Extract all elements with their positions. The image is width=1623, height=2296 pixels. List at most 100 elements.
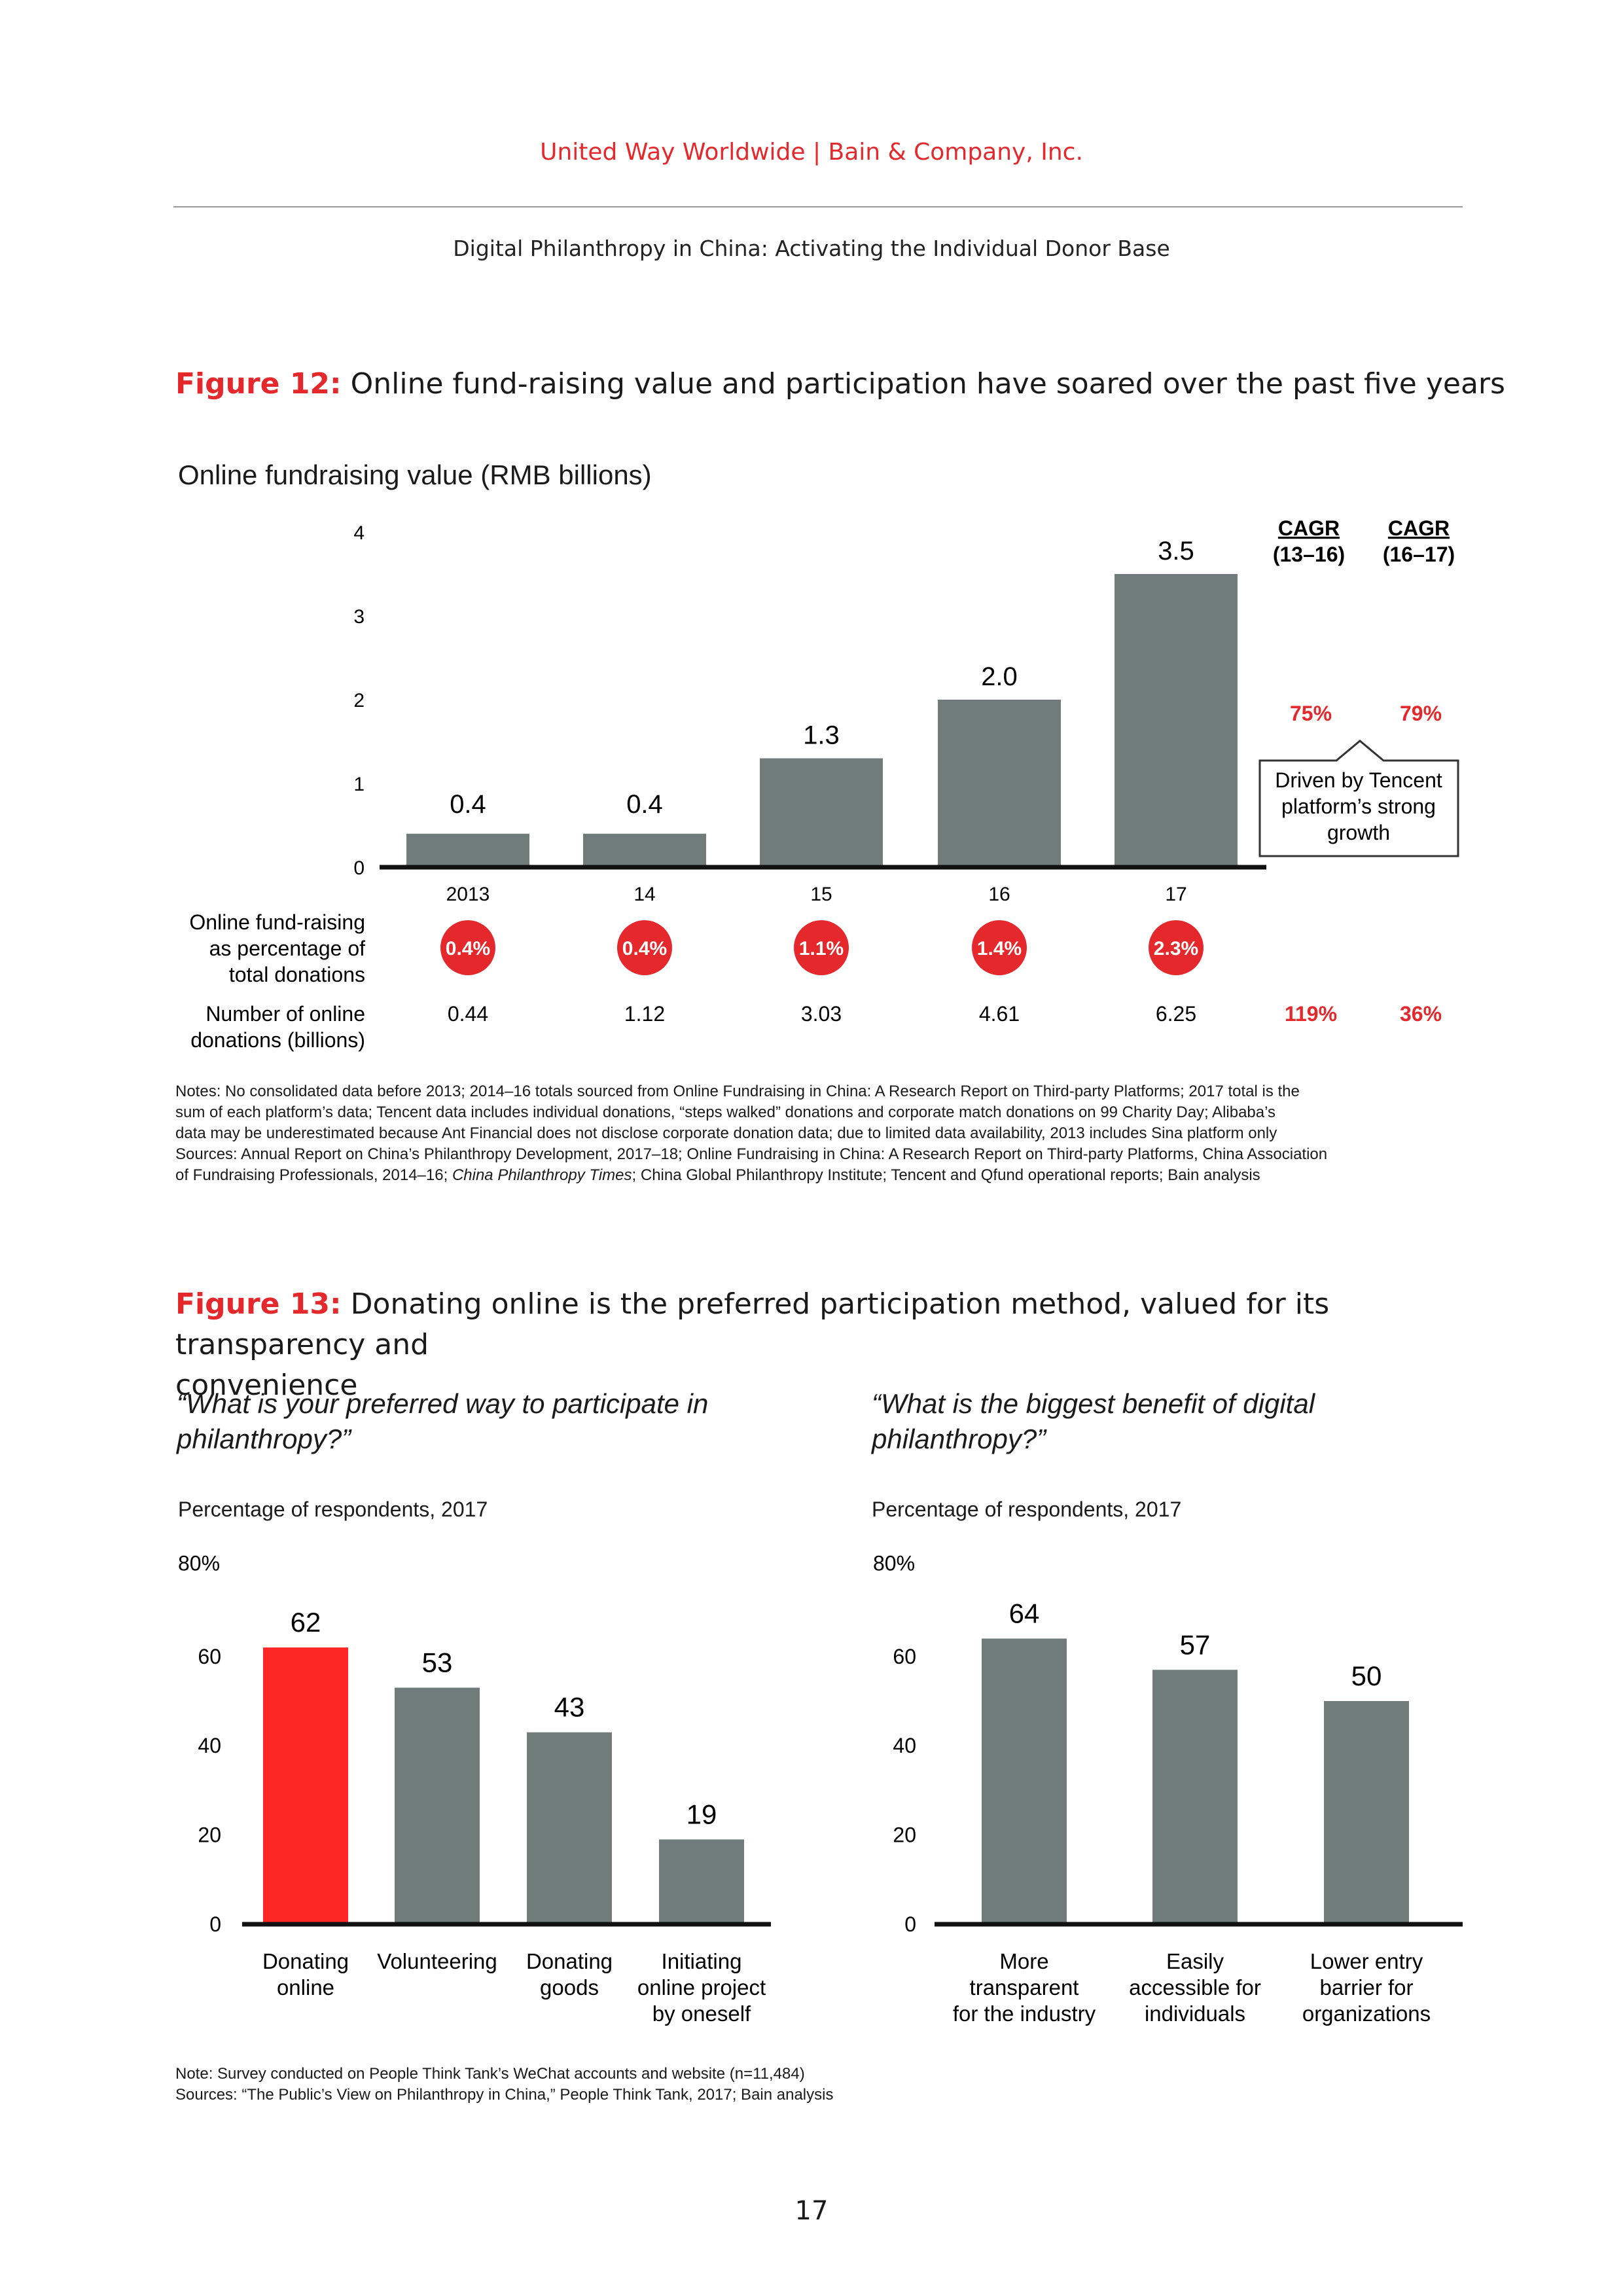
percent-badge	[794, 920, 849, 975]
category-label: accessible for	[1129, 1975, 1261, 2000]
category-label: organizations	[1302, 2001, 1431, 2026]
sources-line: Sources: “The Public’s View on Philanthr…	[175, 2086, 834, 2104]
right-subtitle: Percentage of respondents, 2017	[872, 1498, 1182, 1521]
bar-16	[938, 700, 1061, 867]
percent-badge	[972, 920, 1027, 975]
figure-13-charts: 020406080%62Donatingonline53Volunteering…	[178, 1551, 1463, 2026]
x-tick-label: 16	[988, 884, 1010, 905]
donation-count: 6.25	[1156, 1002, 1196, 1026]
figure-12-label: Figure 12:	[175, 367, 342, 401]
category-label: goods	[540, 1975, 599, 2000]
percent-of-total-row: 0.4% 0.4% 1.1% 1.4% 2.3%	[440, 920, 1204, 975]
bar	[527, 1732, 612, 1924]
y-tick-label: 80%	[178, 1551, 220, 1575]
y-tick-label: 60	[893, 1645, 916, 1668]
cagr-header-1-line1: CAGR	[1278, 516, 1340, 540]
preferred-participation-chart: 020406080%62Donatingonline53Volunteering…	[178, 1551, 771, 2026]
x-tick-label: 15	[810, 884, 832, 905]
figure-13-title-line2: convenience	[175, 1369, 358, 1402]
category-label: transparent	[970, 1975, 1079, 2000]
category-label: by oneself	[652, 2001, 751, 2026]
bar-value-label: 43	[554, 1692, 585, 1723]
percent-badge-label: 1.1%	[799, 938, 844, 960]
x-axis-ticks: 2013 14 15 16 17	[446, 884, 1187, 905]
percent-badge-label: 2.3%	[1154, 938, 1198, 960]
bar-value-label: 1.3	[803, 721, 840, 750]
row2-label-line2: donations (billions)	[190, 1028, 365, 1052]
category-label: online	[277, 1975, 334, 2000]
bar-value-label: 2.0	[981, 662, 1018, 691]
bar-value-label: 3.5	[1158, 537, 1194, 565]
bar-value-label: 50	[1351, 1660, 1382, 1691]
bar	[659, 1839, 744, 1924]
figure-12-title: Figure 12: Online fund-raising value and…	[175, 364, 1505, 404]
y-tick-label: 3	[353, 606, 365, 628]
category-label: individuals	[1145, 2001, 1245, 2026]
value-cagr-13-16: 75%	[1290, 702, 1332, 725]
figure-12-chart: Online fundraising value (RMB billions) …	[178, 459, 1459, 1052]
bar-value-label: 0.4	[626, 790, 663, 819]
bar	[1152, 1670, 1238, 1924]
cagr-header-1-line2: (13–16)	[1273, 543, 1345, 566]
bar	[395, 1687, 480, 1924]
donation-count: 4.61	[979, 1002, 1020, 1026]
percent-badge-label: 1.4%	[977, 938, 1022, 960]
figure-13-notes: Note: Survey conducted on People Think T…	[175, 2064, 833, 2106]
row1-label-line1: Online fund-raising	[189, 910, 365, 934]
bar	[263, 1647, 348, 1924]
bar-value-label: 62	[291, 1607, 321, 1638]
x-tick-label: 14	[633, 884, 655, 905]
donations-cagr-13-16: 119%	[1285, 1002, 1337, 1026]
bar-value-label: 53	[422, 1647, 453, 1678]
figure-12-notes: Notes: No consolidated data before 2013;…	[175, 1081, 1478, 1186]
row2-label-line1: Number of online	[205, 1002, 365, 1026]
y-tick-label: 2	[353, 690, 365, 711]
bar-value-label: 0.4	[450, 790, 486, 819]
note-line: Note: Survey conducted on People Think T…	[175, 2065, 805, 2083]
y-tick-label: 20	[198, 1823, 221, 1847]
figure-13-label: Figure 13:	[175, 1287, 342, 1321]
notes-line: of Fundraising Professionals, 2014–16; C…	[175, 1166, 1260, 1184]
category-label: Lower entry	[1310, 1949, 1423, 1973]
x-tick-label: 2013	[446, 884, 490, 905]
figure-12-title-text: Online fund-raising value and participat…	[341, 367, 1505, 401]
percent-badge-label: 0.4%	[622, 938, 667, 960]
notes-italic-title: China Philanthropy Times	[452, 1166, 632, 1184]
notes-line: Sources: Annual Report on China’s Philan…	[175, 1145, 1328, 1163]
notes-line: Notes: No consolidated data before 2013;…	[175, 1083, 1300, 1100]
cagr-header-2-line2: (16–17)	[1383, 543, 1455, 566]
donation-count: 1.12	[624, 1002, 665, 1026]
category-label: Donating	[526, 1949, 613, 1973]
donation-count: 0.44	[448, 1002, 488, 1026]
bar-value-label: 57	[1180, 1629, 1211, 1660]
y-tick-label: 20	[893, 1823, 916, 1847]
y-tick-label: 4	[353, 522, 365, 544]
y-tick-label: 0	[904, 1912, 916, 1936]
bar-2013	[406, 833, 529, 867]
online-donations-row: 0.44 1.12 3.03 4.61 6.25	[448, 1002, 1196, 1026]
percent-badge	[617, 920, 672, 975]
value-labels: 0.4 0.4 1.3 2.0 3.5	[450, 537, 1194, 819]
chart-title: Online fundraising value (RMB billions)	[178, 459, 652, 490]
category-label: Volunteering	[377, 1949, 497, 1973]
percent-badge	[1149, 920, 1204, 975]
category-label: More	[999, 1949, 1048, 1973]
bar-14	[583, 833, 706, 867]
figure-13-title: Figure 13: Donating online is the prefer…	[175, 1284, 1484, 1406]
callout-line-2: platform’s strong	[1281, 795, 1436, 818]
callout-line-1: Driven by Tencent	[1275, 768, 1442, 792]
report-title: Digital Philanthropy in China: Activatin…	[453, 236, 1170, 261]
x-tick-label: 17	[1165, 884, 1186, 905]
notes-line: data may be underestimated because Ant F…	[175, 1124, 1277, 1142]
bar-17	[1115, 574, 1238, 867]
bar	[1324, 1701, 1409, 1924]
bar-15	[760, 758, 883, 867]
bar	[982, 1638, 1067, 1924]
left-question: “What is your preferred way to participa…	[177, 1388, 709, 1454]
bar-value-label: 19	[687, 1799, 717, 1829]
category-label: for the industry	[953, 2001, 1096, 2026]
category-label: Easily	[1166, 1949, 1224, 1973]
y-tick-label: 0	[353, 857, 365, 879]
donation-count: 3.03	[801, 1002, 842, 1026]
